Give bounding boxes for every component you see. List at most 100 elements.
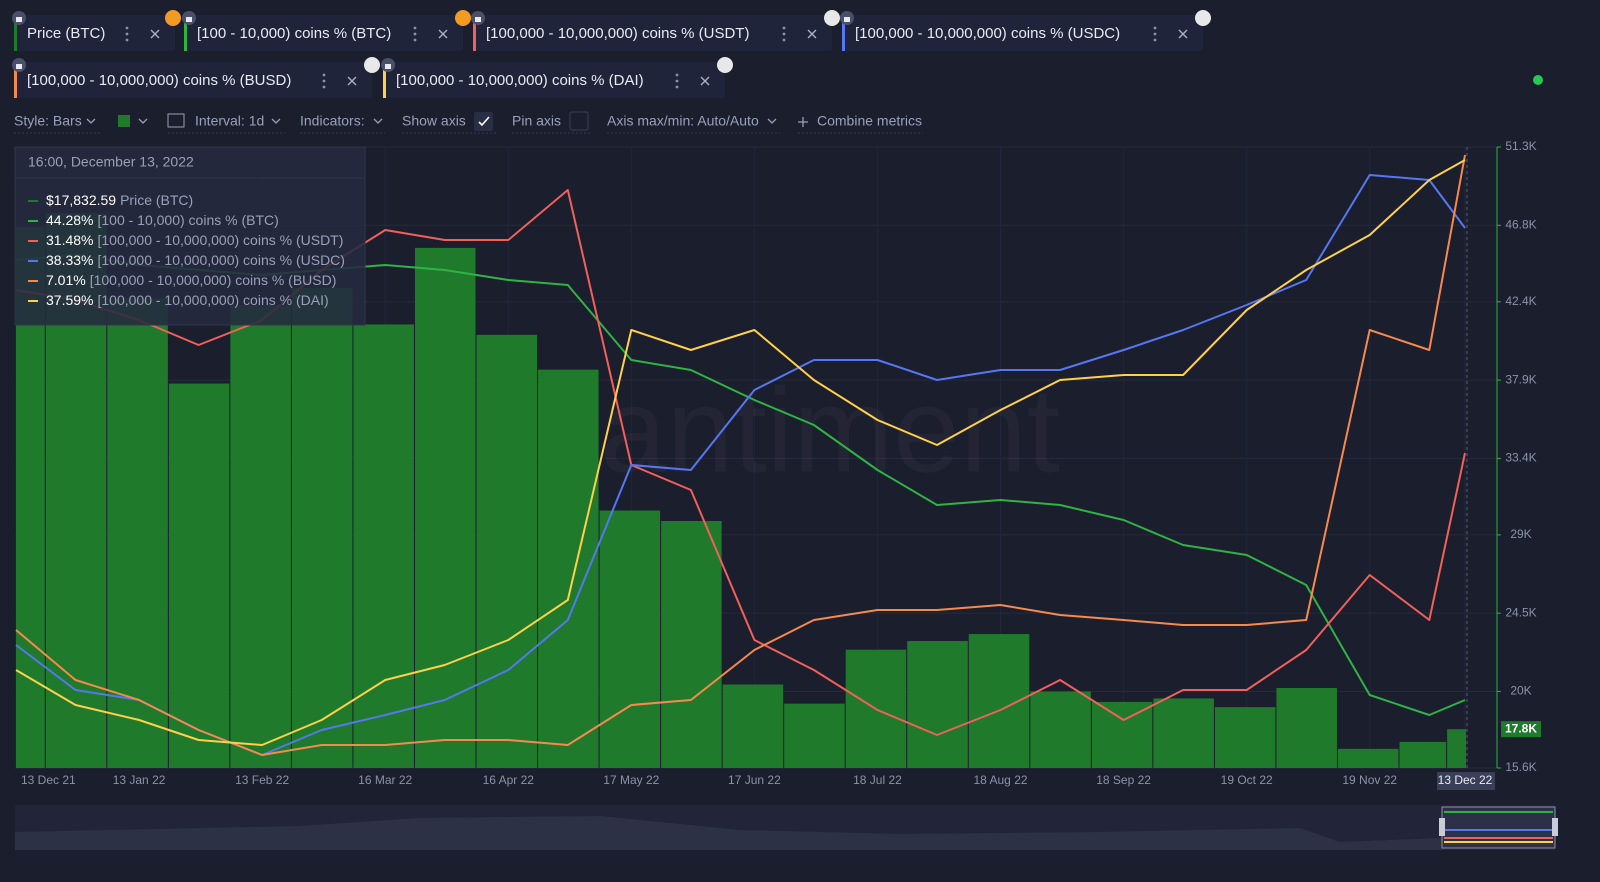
menu-dot[interactable] bbox=[782, 26, 786, 30]
checkbox[interactable] bbox=[569, 111, 589, 131]
menu-dot[interactable] bbox=[322, 85, 326, 89]
price-bar bbox=[1399, 741, 1447, 768]
close-icon[interactable] bbox=[1178, 29, 1188, 39]
price-bar bbox=[722, 684, 784, 768]
menu-dot[interactable] bbox=[1153, 38, 1157, 42]
metric-tab[interactable] bbox=[184, 15, 463, 51]
tab-color bbox=[184, 19, 187, 51]
tooltip-row: $17,832.59 Price (BTC) bbox=[46, 192, 193, 208]
y-tick-label: 46.8K bbox=[1505, 217, 1536, 231]
menu-dot[interactable] bbox=[675, 85, 679, 89]
price-marker-label: 17.8K bbox=[1505, 721, 1537, 735]
x-tick-label: 18 Aug 22 bbox=[973, 773, 1027, 787]
menu-dot[interactable] bbox=[1153, 26, 1157, 30]
checkbox-checked[interactable] bbox=[474, 112, 493, 131]
toolbar-item[interactable]: Show axis bbox=[402, 113, 466, 129]
metric-tab[interactable] bbox=[842, 15, 1203, 51]
menu-dot[interactable] bbox=[413, 32, 417, 36]
tooltip-value: 7.01% bbox=[46, 272, 86, 288]
tooltip-label: [100,000 - 10,000,000) coins % (USDT) bbox=[97, 232, 343, 248]
price-bar bbox=[1153, 698, 1214, 768]
tab-color bbox=[14, 19, 17, 51]
tooltip-row: 44.28% [100 - 10,000) coins % (BTC) bbox=[46, 212, 279, 228]
x-tick-label: 19 Nov 22 bbox=[1342, 773, 1397, 787]
price-bar bbox=[107, 298, 168, 768]
tooltip-value: 31.48% bbox=[46, 232, 93, 248]
y-tick-label: 42.4K bbox=[1505, 294, 1536, 308]
menu-dot[interactable] bbox=[322, 79, 326, 83]
toolbar-item[interactable]: Style: Bars bbox=[14, 113, 82, 129]
menu-dot[interactable] bbox=[125, 38, 129, 42]
coin-icon bbox=[165, 10, 181, 26]
menu-dot[interactable] bbox=[322, 73, 326, 77]
price-bar bbox=[291, 287, 353, 768]
menu-dot[interactable] bbox=[675, 73, 679, 77]
y-tick-label: 51.3K bbox=[1505, 139, 1536, 153]
tooltip-value: 38.33% bbox=[46, 252, 93, 268]
tooltip-row: 7.01% [100,000 - 10,000,000) coins % (BUS… bbox=[46, 272, 336, 288]
tooltip-row: 31.48% [100,000 - 10,000,000) coins % (US… bbox=[46, 232, 343, 248]
metric-tab[interactable] bbox=[14, 62, 372, 98]
close-icon[interactable] bbox=[150, 29, 160, 39]
lock-body bbox=[186, 17, 192, 22]
tab-label: [100,000 - 10,000,000) coins % (USDT) bbox=[486, 25, 749, 42]
metric-tab[interactable] bbox=[473, 15, 832, 51]
tab-label: [100,000 - 10,000,000) coins % (DAI) bbox=[396, 72, 644, 89]
chevron bbox=[373, 118, 383, 124]
status-dot bbox=[1533, 75, 1543, 85]
toolbar-item[interactable]: Interval: 1d bbox=[195, 113, 264, 129]
navigator-handle[interactable] bbox=[1439, 818, 1445, 836]
navigator-handle[interactable] bbox=[1552, 818, 1558, 836]
price-bar bbox=[1214, 707, 1276, 768]
price-bar bbox=[661, 520, 722, 768]
close-icon[interactable] bbox=[700, 76, 710, 86]
y-tick-label: 24.5K bbox=[1505, 605, 1536, 619]
menu-dot[interactable] bbox=[782, 38, 786, 42]
metric-line bbox=[15, 154, 1466, 756]
chevron bbox=[86, 118, 96, 124]
price-bar bbox=[907, 641, 968, 768]
metric-tab[interactable] bbox=[383, 62, 725, 98]
coin-icon bbox=[455, 10, 471, 26]
menu-dot[interactable] bbox=[125, 26, 129, 30]
price-bar bbox=[784, 703, 845, 768]
metric-tab[interactable] bbox=[14, 15, 175, 51]
close-icon[interactable] bbox=[807, 29, 817, 39]
menu-dot[interactable] bbox=[1153, 32, 1157, 36]
lock-body bbox=[16, 17, 22, 22]
menu-dot[interactable] bbox=[125, 32, 129, 36]
checkmark bbox=[478, 116, 490, 127]
x-tick-label: 17 Jun 22 bbox=[728, 773, 781, 787]
tab-color bbox=[473, 19, 476, 51]
lock-body bbox=[16, 64, 22, 69]
lock-body bbox=[385, 64, 391, 69]
tab-label: [100,000 - 10,000,000) coins % (USDC) bbox=[855, 25, 1120, 42]
x-tick-label: 13 Dec 21 bbox=[21, 773, 76, 787]
close-icon[interactable] bbox=[438, 29, 448, 39]
tooltip-value: 44.28% bbox=[46, 212, 93, 228]
price-bar bbox=[1091, 701, 1153, 768]
toolbar-item[interactable]: Indicators: bbox=[300, 113, 365, 129]
chevron bbox=[767, 118, 777, 124]
price-bar bbox=[1030, 691, 1091, 768]
color-swatch[interactable] bbox=[118, 115, 130, 127]
coin-icon bbox=[824, 10, 840, 26]
toolbar-item[interactable]: Pin axis bbox=[512, 113, 561, 129]
tooltip-row: 37.59% [100,000 - 10,000,000) coins % (DA… bbox=[46, 292, 329, 308]
close-icon[interactable] bbox=[347, 76, 357, 86]
menu-dot[interactable] bbox=[782, 32, 786, 36]
toolbar-item[interactable]: Combine metrics bbox=[817, 113, 922, 129]
menu-dot[interactable] bbox=[675, 79, 679, 83]
tooltip-row: 38.33% [100,000 - 10,000,000) coins % (US… bbox=[46, 252, 345, 268]
toolbar-item[interactable]: Axis max/min: Auto/Auto bbox=[607, 113, 759, 129]
price-bar bbox=[599, 510, 661, 768]
y-tick-label: 33.4K bbox=[1505, 451, 1536, 465]
x-tick-label: 16 Mar 22 bbox=[358, 773, 412, 787]
x-tick-label: 18 Sep 22 bbox=[1096, 773, 1151, 787]
menu-dot[interactable] bbox=[413, 38, 417, 42]
metric-line bbox=[15, 159, 1466, 746]
menu-dot[interactable] bbox=[413, 26, 417, 30]
tab-label: [100 - 10,000) coins % (BTC) bbox=[197, 25, 391, 42]
tab-label: [100,000 - 10,000,000) coins % (BUSD) bbox=[27, 72, 291, 89]
